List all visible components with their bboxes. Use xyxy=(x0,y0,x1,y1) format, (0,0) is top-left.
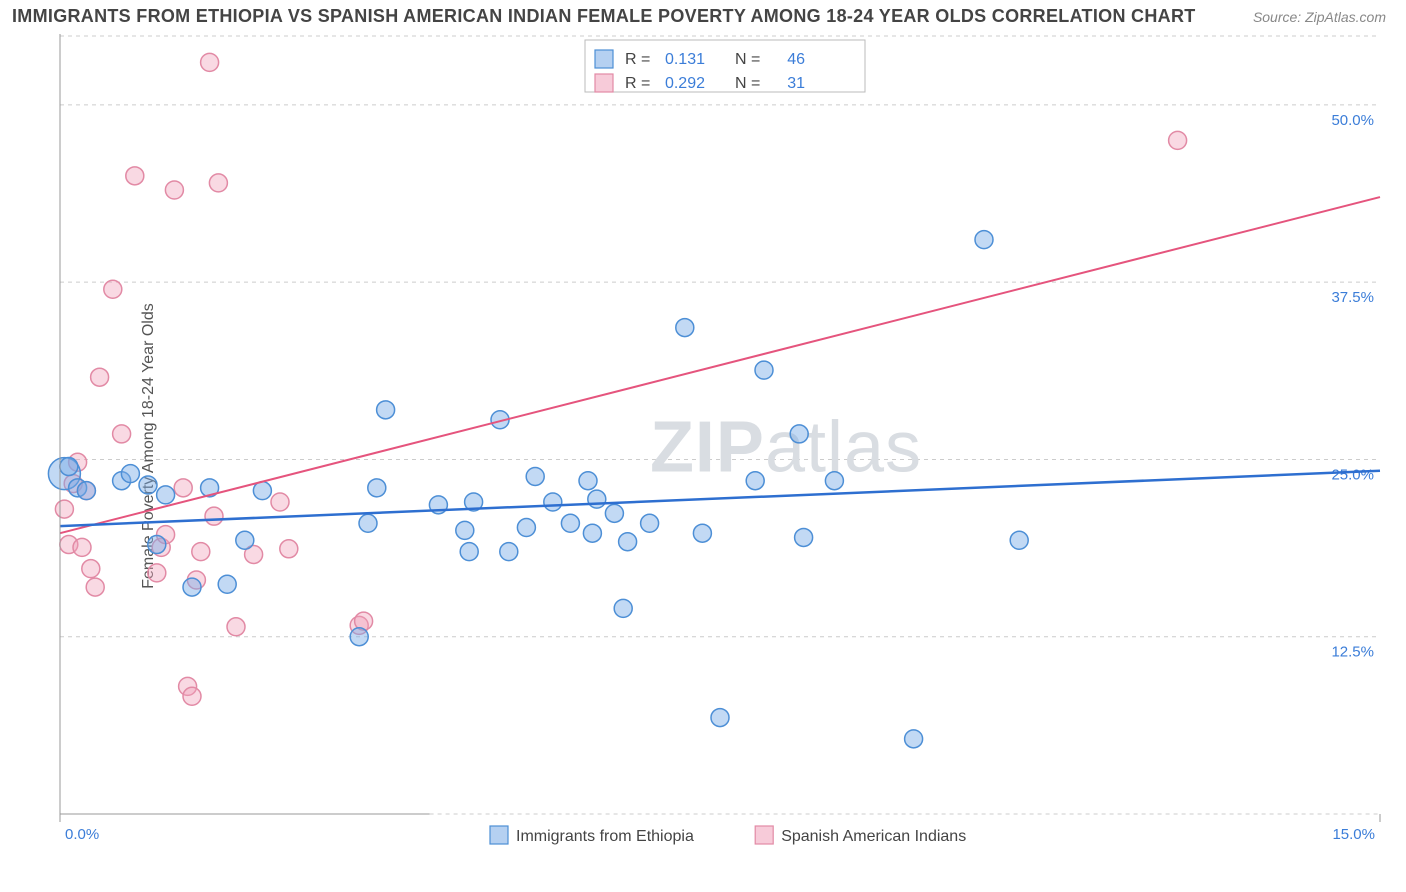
data-point-blue xyxy=(1010,531,1028,549)
data-point-blue xyxy=(619,533,637,551)
data-point-pink xyxy=(201,53,219,71)
chart-area: 12.5% 25.0% 37.5% 50.0% ZIPatlas 0.0% 15.0% R =… xyxy=(45,34,1395,844)
data-point-pink xyxy=(209,174,227,192)
data-point-pink xyxy=(82,560,100,578)
data-point-blue xyxy=(711,709,729,727)
data-point-blue xyxy=(517,519,535,537)
legend-label: Immigrants from Ethiopia xyxy=(516,828,694,845)
stat-n-label: N = xyxy=(735,51,760,68)
data-point-pink xyxy=(280,540,298,558)
data-point-pink xyxy=(183,687,201,705)
stat-r-label: R = xyxy=(625,75,650,92)
data-point-blue xyxy=(368,479,386,497)
data-point-blue xyxy=(377,401,395,419)
watermark: ZIPatlas xyxy=(650,407,922,487)
data-point-blue xyxy=(157,486,175,504)
data-point-blue xyxy=(148,536,166,554)
data-point-pink xyxy=(86,578,104,596)
chart-title: IMMIGRANTS FROM ETHIOPIA VS SPANISH AMER… xyxy=(12,6,1196,27)
data-point-blue xyxy=(253,482,271,500)
legend-label: Spanish American Indians xyxy=(781,828,966,845)
data-point-pink xyxy=(126,167,144,185)
data-point-blue xyxy=(121,465,139,483)
data-point-blue xyxy=(693,524,711,542)
data-point-pink xyxy=(148,564,166,582)
data-point-blue xyxy=(544,493,562,511)
data-point-blue xyxy=(605,504,623,522)
data-point-blue xyxy=(456,521,474,539)
data-point-blue xyxy=(60,458,78,476)
data-point-blue xyxy=(350,628,368,646)
x-tick-label: 0.0% xyxy=(65,826,99,843)
data-point-blue xyxy=(614,599,632,617)
data-point-pink xyxy=(55,500,73,518)
data-point-blue xyxy=(795,528,813,546)
data-point-pink xyxy=(205,507,223,525)
data-point-pink xyxy=(91,368,109,386)
data-point-blue xyxy=(583,524,601,542)
data-point-blue xyxy=(975,231,993,249)
data-point-pink xyxy=(271,493,289,511)
data-point-blue xyxy=(641,514,659,532)
source-label: Source: ZipAtlas.com xyxy=(1253,9,1386,25)
stat-r-value: 0.292 xyxy=(665,75,705,92)
data-point-pink xyxy=(227,618,245,636)
x-tick-label: 15.0% xyxy=(1332,826,1375,843)
stat-n-value: 46 xyxy=(787,51,805,68)
y-tick-label: 12.5% xyxy=(1331,644,1374,661)
data-point-blue xyxy=(905,730,923,748)
legend-swatch xyxy=(595,74,613,92)
data-point-blue xyxy=(139,476,157,494)
y-tick-label: 50.0% xyxy=(1331,112,1374,129)
data-point-blue xyxy=(755,361,773,379)
data-point-pink xyxy=(174,479,192,497)
data-point-pink xyxy=(192,543,210,561)
data-point-blue xyxy=(460,543,478,561)
legend-swatch xyxy=(755,826,773,844)
y-tick-label: 25.0% xyxy=(1331,466,1374,483)
y-tick-label: 37.5% xyxy=(1331,289,1374,306)
data-point-blue xyxy=(588,490,606,508)
data-point-blue xyxy=(359,514,377,532)
data-point-blue xyxy=(218,575,236,593)
data-point-pink xyxy=(104,280,122,298)
stat-n-value: 31 xyxy=(787,75,805,92)
data-point-pink xyxy=(73,538,91,556)
data-point-blue xyxy=(236,531,254,549)
data-point-blue xyxy=(183,578,201,596)
data-point-blue xyxy=(526,467,544,485)
data-point-blue xyxy=(500,543,518,561)
data-point-pink xyxy=(1169,131,1187,149)
legend-swatch xyxy=(595,50,613,68)
title-bar: IMMIGRANTS FROM ETHIOPIA VS SPANISH AMER… xyxy=(0,0,1406,29)
data-point-blue xyxy=(825,472,843,490)
stat-n-label: N = xyxy=(735,75,760,92)
data-point-blue xyxy=(676,319,694,337)
scatter-chart: 12.5% 25.0% 37.5% 50.0% ZIPatlas 0.0% 15.0% R =… xyxy=(45,34,1395,864)
data-point-blue xyxy=(790,425,808,443)
legend-swatch xyxy=(490,826,508,844)
data-point-blue xyxy=(77,482,95,500)
data-point-blue xyxy=(561,514,579,532)
data-point-pink xyxy=(165,181,183,199)
data-point-blue xyxy=(579,472,597,490)
stat-r-value: 0.131 xyxy=(665,51,705,68)
data-point-blue xyxy=(746,472,764,490)
data-point-pink xyxy=(113,425,131,443)
stat-r-label: R = xyxy=(625,51,650,68)
